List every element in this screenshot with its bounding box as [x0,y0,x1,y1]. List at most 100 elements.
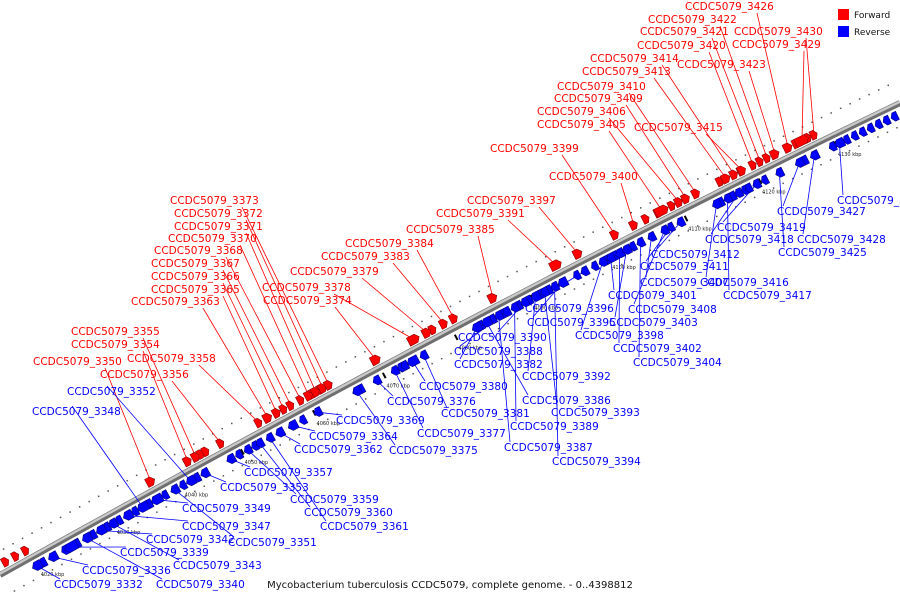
forward-gene-glyph [719,173,731,185]
reverse-gene-label: CCDC5079_3419 [717,222,806,234]
reverse-gene-label: CCDC5079_3411 [640,261,729,273]
forward-leader-line [705,133,743,171]
reverse-gene-label: CCDC5079_3352 [67,386,156,398]
forward-gene-glyph [608,229,619,241]
forward-gene-label: CCDC5079_3355 [71,326,160,338]
reverse-gene-label: CCDC5079_3377 [417,428,506,440]
reverse-gene-label: CCDC5079_3381 [441,408,530,420]
forward-leader-line [661,64,735,175]
reverse-gene-glyph [200,466,212,479]
forward-gene-label: CCDC5079_3370 [168,233,257,245]
reverse-gene-glyph [313,405,324,417]
forward-leader-line [625,104,687,199]
genome-backbone [0,100,900,578]
forward-gene-glyph [736,165,746,177]
reverse-gene-glyph [390,364,401,376]
reverse-gene-glyph [606,251,617,263]
scale-tick-label: 4050 kbp [245,460,269,466]
reverse-gene-glyph [842,134,852,145]
reverse-gene-glyph [622,243,634,255]
legend: Forward Reverse [838,9,891,38]
reverse-gene-label: CCDC5079_3412 [651,249,740,261]
reverse-gene-glyph [676,216,687,228]
reverse-gene-glyph [123,508,135,521]
reverse-gene-label: CCDC5079_3402 [613,343,702,355]
reverse-gene-label: CCDC5079_3360 [304,507,393,519]
forward-gene-label: CCDC5079_3378 [262,282,351,294]
reverse-gene-glyph [580,265,591,277]
gene-glyphs [0,110,900,571]
reverse-gene-glyph [471,320,484,333]
reverse-leader-line [554,286,559,457]
forward-gene-glyph [9,551,19,563]
reverse-gene-label: CCDC5079_3408 [628,304,717,316]
forward-leader-line [748,70,776,155]
forward-gene-label: CCDC5079_3410 [557,81,646,93]
forward-leader-line [608,117,680,203]
reverse-gene-label: CCDC5079_3339 [120,547,209,559]
forward-gene-label: CCDC5079_3373 [170,195,259,207]
scale-tick-label: 4040 kbp [185,492,209,498]
forward-leader-line [222,282,285,410]
reverse-leader-line [618,253,620,344]
forward-leader-line [142,337,197,457]
forward-leader-line [171,380,222,444]
forward-gene-label: CCDC5079_3391 [436,208,525,220]
forward-gene-label: CCDC5079_3421 [640,26,729,38]
forward-gene-label: CCDC5079_3354 [71,339,160,351]
reverse-gene-label: CCDC5079_3362 [294,444,383,456]
reverse-gene-label: CCDC5079_3343 [173,560,262,572]
scale-tick [239,448,245,455]
forward-leader-line [801,50,805,141]
legend-reverse-label: Reverse [854,28,891,38]
reverse-gene-label: CCDC5079_3417 [723,290,812,302]
reverse-gene-glyph [636,236,647,248]
forward-gene-glyph [181,456,192,468]
reverse-gene-glyph [82,531,94,544]
forward-gene-glyph [793,134,809,149]
reverse-leader-line [112,523,180,561]
reverse-gene-label: CCDC5079_3401 [608,290,697,302]
forward-gene-label: CCDC5079_3367 [151,258,240,270]
reverse-gene-glyph [667,221,677,233]
forward-gene-glyph [486,292,498,305]
reverse-gene-label: CCDC5079_3353 [220,482,309,494]
reverse-gene-label: CCDC5079_3418 [705,234,794,246]
reverse-gene-label: CCDC5079_3386 [522,395,611,407]
forward-gene-glyph [679,193,690,205]
forward-gene-glyph [270,408,281,419]
reverse-gene-label: CCDC5079_3349 [182,503,271,515]
reverse-gene-glyph [591,260,601,271]
reverse-gene-glyph [481,315,494,328]
forward-gene-label: CCDC5079_3365 [151,284,240,296]
forward-gene-glyph [690,188,700,200]
reverse-leader-line [782,162,800,207]
reverse-leader-line [71,405,144,508]
forward-gene-glyph [309,387,320,398]
reverse-gene-label: CCDC5079_3403 [609,317,698,329]
forward-gene-label: CCDC5079_3368 [154,245,243,257]
forward-gene-glyph [754,156,764,168]
forward-leader-line [225,256,302,400]
forward-leader-line [222,295,278,413]
reverse-gene-glyph [550,280,561,292]
forward-gene-label: CCDC5079_3406 [537,106,626,118]
reverse-leader-line [459,327,478,360]
forward-gene-label: CCDC5079_3383 [321,251,410,263]
reverse-leader-line [269,437,327,522]
forward-gene-glyph [761,153,771,164]
reverse-gene-label: CCDC5079_3340 [156,579,245,591]
forward-gene-glyph [215,438,225,450]
reverse-gene-glyph [890,110,900,122]
forward-leader-line [416,249,455,319]
reverse-gene-glyph [161,489,171,500]
scale-tick [757,178,763,185]
reverse-gene-label: CCDC5079_3357 [244,467,333,479]
reverse-gene-label: CCDC5079_3376 [387,396,476,408]
reverse-leader-line [247,449,297,495]
scale-tick-label: 4100 kbp [612,265,636,271]
forward-gene-glyph [728,169,738,181]
forward-gene-glyph [19,545,29,557]
reverse-gene-glyph [352,384,364,397]
forward-gene-label: CCDC5079_3356 [100,369,189,381]
